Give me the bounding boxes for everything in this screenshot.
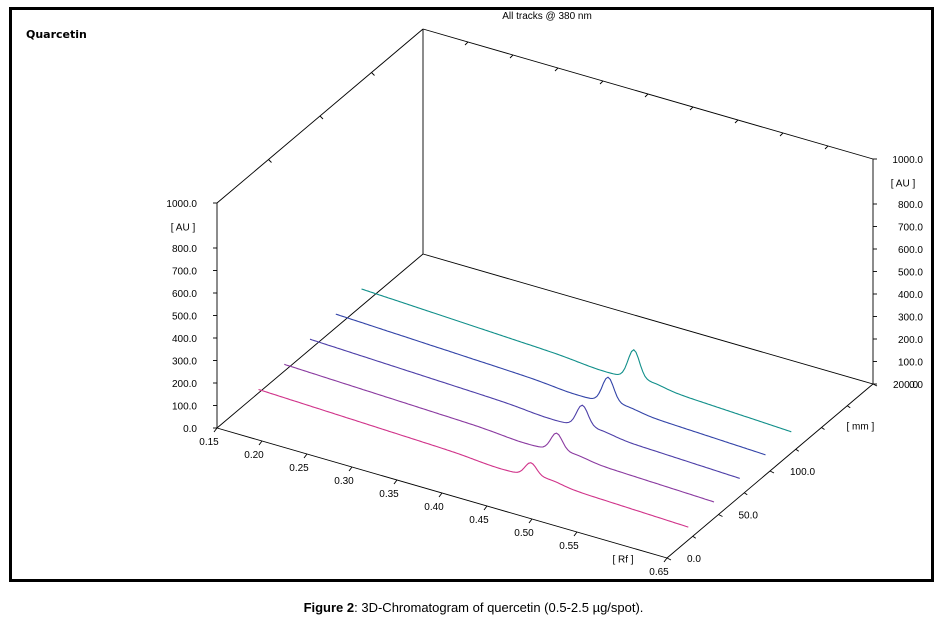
sample-label: Quarcetin [26, 28, 87, 41]
top-back-tick [644, 93, 649, 98]
left-au-tick-label: 600.0 [172, 289, 197, 300]
rf-tick-label: 0.65 [649, 567, 669, 578]
depth-axis-label: [ mm ] [847, 422, 875, 433]
rf-tick-mark [573, 531, 578, 537]
right-au-axis-label: [ AU ] [891, 179, 916, 190]
caption-text: : 3D-Chromatogram of quercetin (0.5-2.5 … [354, 600, 644, 615]
floor-back-edge [422, 253, 874, 385]
chart-frame [9, 7, 934, 582]
rf-tick-mark [348, 466, 353, 472]
rf-tick-label: 0.25 [289, 463, 309, 474]
top-back-tick [734, 119, 739, 124]
top-back-tick [509, 54, 514, 59]
right-au-tick-label: 700.0 [898, 223, 923, 234]
top-edge-tick [319, 115, 324, 120]
left-au-tick-label: 300.0 [172, 357, 197, 368]
left-au-axis-label: [ AU ] [171, 223, 196, 234]
left-au-tick-label: 200.0 [172, 379, 197, 390]
ticks-layer: 0.15 0.20 0.25 0.30 0.35 0.40 0.45 0.50 0.55 0.65… [166, 41, 923, 578]
right-au-tick-label: 800.0 [898, 200, 923, 211]
right-au-tick-label: 1000.0 [892, 155, 923, 166]
depth-tick-mark [666, 557, 672, 561]
right-au-tick-label: 300.0 [898, 313, 923, 324]
rf-tick-mark [393, 479, 398, 485]
right-au-tick-label: 400.0 [898, 290, 923, 301]
chromatogram-3d-chart: All tracks @ 380 nm Quarcetin 0.150.200.… [26, 11, 923, 578]
caption-label: Figure 2 [303, 600, 355, 615]
depth-minor-tick [744, 492, 748, 496]
right-au-tick-label: 200.0 [898, 335, 923, 346]
top-back-tick [599, 80, 604, 85]
figure-caption: Figure 2: 3D-Chromatogram of quercetin (… [0, 600, 947, 615]
chart-title: All tracks @ 380 nm [502, 11, 592, 22]
rf-tick-label: 0.20 [244, 450, 264, 461]
top-back-tick [464, 41, 469, 46]
depth-minor-tick [821, 427, 825, 430]
right-au-tick-label: 0.0 [909, 380, 923, 391]
rf-tick-label: 0.15 [199, 437, 219, 448]
rf-tick-label: 0.50 [514, 528, 534, 539]
depth-tick-label: 50.0 [739, 511, 759, 522]
left-au-tick-label: 500.0 [172, 312, 197, 323]
left-au-tick-label: 700.0 [172, 267, 197, 278]
top-back-tick [689, 106, 694, 111]
depth-tick-label: 100.0 [790, 467, 815, 478]
top-back-tick [824, 145, 829, 150]
rf-tick-mark [258, 440, 263, 446]
depth-tick-mark [769, 470, 775, 474]
depth-tick-label: 200.0 [893, 380, 918, 391]
depth-tick-mark [718, 514, 723, 517]
right-au-tick-label: 500.0 [898, 268, 923, 279]
rf-axis-label: [ Rf ] [612, 555, 633, 566]
rf-tick-mark [303, 453, 308, 459]
left-au-tick-label: 0.0 [183, 424, 197, 435]
rf-tick-label: 0.45 [469, 515, 489, 526]
rf-tick-label: 0.55 [559, 541, 579, 552]
track-5-trace [361, 288, 792, 433]
right-au-tick-label: 100.0 [898, 358, 923, 369]
rf-tick-mark [528, 518, 533, 524]
floor-back-left-edge [216, 253, 424, 429]
rf-tick-mark [213, 427, 218, 433]
rf-tick-label: 0.30 [334, 476, 354, 487]
track-2-trace [284, 363, 715, 503]
rf-tick-mark [663, 557, 668, 563]
top-back-tick [779, 132, 784, 137]
rf-tick-label: 0.35 [379, 489, 399, 500]
depth-minor-tick [847, 405, 851, 409]
track-4-trace [335, 313, 766, 456]
depth-tick-label: 0.0 [687, 554, 701, 565]
left-au-tick-label: 800.0 [172, 244, 197, 255]
traces-layer [258, 288, 792, 528]
axes-layer [216, 28, 874, 559]
left-au-tick-label: 400.0 [172, 334, 197, 345]
right-au-tick-label: 600.0 [898, 245, 923, 256]
rf-tick-mark [483, 505, 488, 511]
depth-minor-tick [795, 448, 799, 452]
rf-tick-label: 0.40 [424, 502, 444, 513]
track-3-trace [309, 338, 740, 479]
left-au-tick-label: 100.0 [172, 402, 197, 413]
depth-minor-tick [692, 535, 696, 539]
rf-tick-mark [438, 492, 443, 498]
track-1-trace [258, 388, 689, 528]
left-au-tick-label: 1000.0 [166, 199, 197, 210]
top-edge-tick [268, 159, 272, 163]
top-edge-tick [371, 72, 375, 76]
top-back-tick [554, 67, 559, 72]
